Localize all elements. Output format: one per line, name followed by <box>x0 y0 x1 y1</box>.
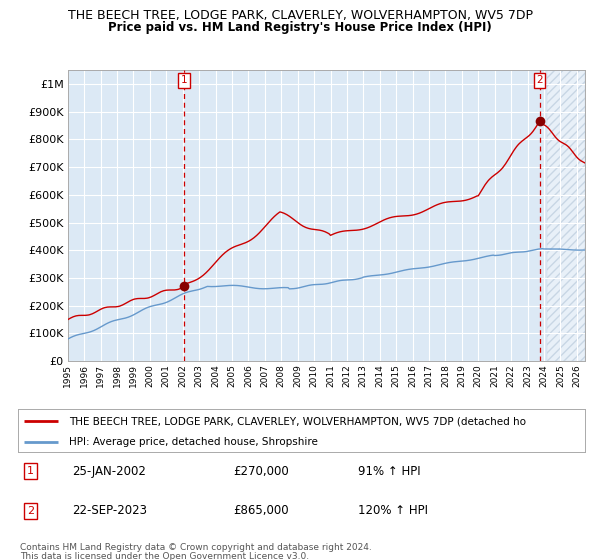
Text: £270,000: £270,000 <box>233 465 289 478</box>
Text: £865,000: £865,000 <box>233 505 289 517</box>
Bar <box>547 70 585 361</box>
Text: 1: 1 <box>27 466 34 476</box>
Text: THE BEECH TREE, LODGE PARK, CLAVERLEY, WOLVERHAMPTON, WV5 7DP: THE BEECH TREE, LODGE PARK, CLAVERLEY, W… <box>67 9 533 22</box>
Text: 2: 2 <box>536 75 543 85</box>
Text: 91% ↑ HPI: 91% ↑ HPI <box>358 465 421 478</box>
Bar <box>547 70 585 361</box>
Text: This data is licensed under the Open Government Licence v3.0.: This data is licensed under the Open Gov… <box>20 552 309 560</box>
Text: 2: 2 <box>27 506 34 516</box>
Text: HPI: Average price, detached house, Shropshire: HPI: Average price, detached house, Shro… <box>69 437 318 446</box>
Text: Price paid vs. HM Land Registry's House Price Index (HPI): Price paid vs. HM Land Registry's House … <box>108 21 492 34</box>
Bar <box>547 70 585 361</box>
Text: Contains HM Land Registry data © Crown copyright and database right 2024.: Contains HM Land Registry data © Crown c… <box>20 543 371 552</box>
Text: 120% ↑ HPI: 120% ↑ HPI <box>358 505 428 517</box>
Text: 22-SEP-2023: 22-SEP-2023 <box>72 505 147 517</box>
Text: 1: 1 <box>181 75 187 85</box>
Text: THE BEECH TREE, LODGE PARK, CLAVERLEY, WOLVERHAMPTON, WV5 7DP (detached ho: THE BEECH TREE, LODGE PARK, CLAVERLEY, W… <box>69 416 526 426</box>
Text: 25-JAN-2002: 25-JAN-2002 <box>72 465 146 478</box>
